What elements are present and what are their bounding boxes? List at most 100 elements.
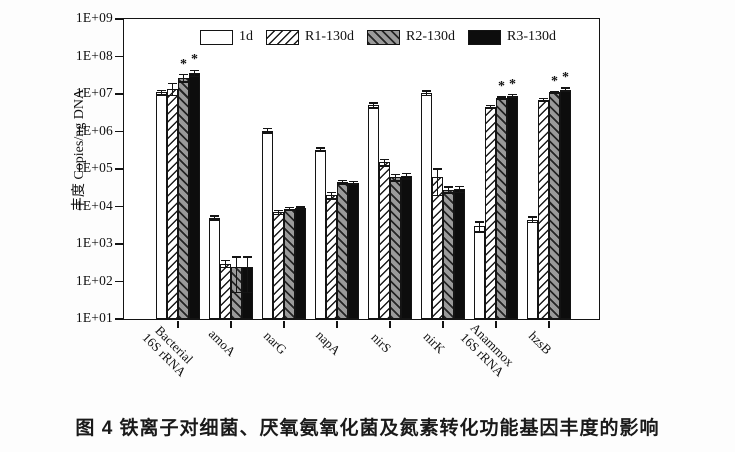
error-bar — [213, 215, 216, 220]
y-tick-mark — [115, 18, 123, 20]
error-bar — [235, 257, 238, 293]
y-tick-mark — [115, 280, 123, 283]
error-bar-cap — [296, 206, 305, 208]
error-bar — [542, 98, 545, 101]
bar-R1-130d — [167, 88, 178, 319]
error-bar — [372, 102, 375, 109]
error-bar — [425, 91, 428, 96]
bar-R3-130d — [507, 95, 518, 319]
error-bar-cap — [402, 178, 411, 180]
y-tick-label: 1E+04 — [75, 197, 113, 213]
error-bar-cap — [486, 104, 495, 107]
error-bar-cap — [190, 69, 199, 71]
error-bar — [511, 94, 514, 97]
bar-R2-130d — [178, 77, 189, 319]
significance-asterisk: * — [180, 56, 187, 72]
error-bar-cap — [232, 292, 241, 294]
error-bar — [171, 83, 174, 96]
error-bar-cap — [210, 215, 219, 217]
error-bar-cap — [508, 96, 517, 98]
error-bar — [458, 186, 461, 193]
y-tick-label: 1E+05 — [75, 160, 113, 175]
error-bar-cap — [349, 180, 358, 183]
x-category-label: nirK — [420, 328, 449, 357]
error-bar — [383, 159, 386, 167]
legend-item: R3-130d — [468, 29, 556, 45]
y-tick-mark — [115, 168, 123, 170]
legend-swatch-R1-130d — [266, 29, 299, 45]
error-bar-cap — [475, 221, 484, 223]
y-tick-label: 1E+03 — [75, 235, 113, 250]
x-tick-mark — [389, 320, 391, 328]
bar-R3-130d — [348, 183, 359, 319]
error-bar — [182, 74, 185, 82]
legend-label: R2-130d — [406, 29, 455, 44]
legend-label: R1-130d — [305, 29, 354, 44]
error-bar — [436, 169, 439, 196]
error-bar-cap — [157, 89, 166, 92]
error-bar-cap — [391, 173, 400, 176]
x-category-label: narG — [260, 328, 290, 358]
error-bar-cap — [539, 100, 548, 102]
bar-R3-130d — [454, 189, 465, 319]
error-bar-cap — [327, 198, 336, 200]
error-bar-cap — [486, 107, 495, 110]
x-category-label: amoA — [205, 326, 239, 360]
error-bar-cap — [528, 216, 537, 218]
bar-1d — [368, 105, 379, 319]
error-bar-cap — [550, 90, 559, 93]
error-bar-cap — [444, 186, 453, 188]
error-bar — [447, 187, 450, 193]
bar-R2-130d — [443, 189, 454, 319]
error-bar — [193, 70, 196, 77]
bar-1d — [527, 219, 538, 319]
significance-asterisk: * — [498, 78, 505, 94]
bar-R3-130d — [295, 208, 306, 319]
error-bar-cap — [168, 95, 177, 97]
x-tick-mark — [442, 320, 444, 328]
significance-asterisk: * — [509, 76, 516, 92]
y-tick-label: 1E+06 — [75, 122, 113, 138]
error-bar — [352, 181, 355, 185]
error-bar-cap — [263, 132, 272, 134]
y-tick-mark — [115, 130, 123, 133]
bar-1d — [262, 130, 273, 319]
error-bar — [224, 260, 227, 268]
bar-R1-130d — [273, 212, 284, 319]
x-tick-mark — [283, 320, 285, 328]
error-bar-cap — [508, 93, 517, 96]
x-category-label: Bacterial 16S rRNA — [139, 322, 197, 380]
error-bar-cap — [402, 172, 411, 175]
significance-asterisk: * — [551, 73, 558, 89]
bar-R2-130d — [337, 182, 348, 319]
error-bar-cap — [285, 210, 294, 212]
error-bar-cap — [316, 147, 325, 149]
bar-R1-130d — [432, 177, 443, 319]
y-tick-label: 1E+01 — [75, 310, 113, 325]
y-tick-mark — [115, 243, 123, 245]
legend: 1d R1-130d R2-130d R3-130d — [200, 29, 556, 45]
error-bar — [299, 206, 302, 210]
x-tick-mark — [495, 320, 497, 328]
error-bar — [394, 174, 397, 181]
error-bar-cap — [422, 95, 431, 97]
bar-R2-130d — [549, 92, 560, 319]
bar-1d — [156, 92, 167, 319]
error-bar-cap — [561, 87, 570, 89]
significance-asterisk: * — [191, 52, 198, 68]
x-category-label: Anammox 16S rRNA — [457, 319, 518, 380]
x-category-label: nirS — [368, 329, 395, 356]
error-bar — [531, 216, 534, 223]
error-bar — [160, 90, 163, 95]
legend-label: 1d — [239, 29, 253, 44]
error-bar-cap — [550, 92, 559, 95]
y-tick-label: 1E+08 — [75, 47, 113, 63]
figure-caption: 图 4 铁离子对细菌、厌氧氨氧化菌及氮素转化功能基因丰度的影响 — [75, 418, 660, 439]
error-bar — [553, 91, 556, 94]
bar-R1-130d — [379, 162, 390, 319]
error-bar-cap — [380, 165, 389, 167]
error-bar-cap — [444, 192, 453, 194]
error-bar — [405, 173, 408, 180]
error-bar-cap — [274, 213, 283, 215]
